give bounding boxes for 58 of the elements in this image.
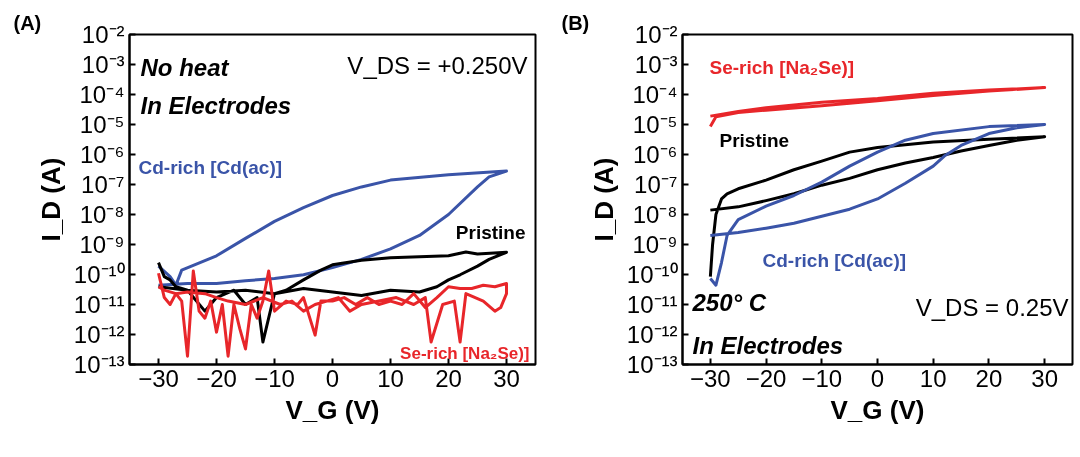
- line-series: [157, 250, 508, 344]
- y-tick-label: 10⁻⁷: [81, 171, 125, 198]
- annotation: In Electrodes: [692, 332, 844, 359]
- y-tick-label: 10⁻⁶: [632, 141, 678, 168]
- x-tick-label: 20: [975, 364, 1003, 392]
- y-tick-label: 10⁻¹¹: [73, 291, 125, 318]
- series-label: Se-rich [Na₂Se)]: [709, 57, 855, 78]
- y-tick-label: 10⁻⁵: [632, 111, 678, 138]
- x-tick-label: −30: [138, 364, 179, 392]
- y-tick-label: 10⁻⁶: [79, 141, 125, 168]
- y-tick-label: 10⁻¹³: [73, 351, 125, 378]
- x-tick-label: −20: [196, 364, 237, 392]
- y-tick-label: 10⁻³: [81, 51, 125, 78]
- x-tick-label: 10: [919, 364, 947, 392]
- x-axis-title: V_G (V): [285, 394, 380, 425]
- annotation: No heat: [140, 54, 230, 81]
- y-tick-label: 10⁻⁷: [634, 171, 678, 198]
- y-tick-label: 10⁻⁴: [79, 81, 125, 108]
- y-tick-label: 10⁻¹²: [73, 321, 125, 348]
- y-tick-label: 10⁻²: [634, 21, 678, 48]
- series-label: Cd-rich [Cd(ac)]: [138, 157, 283, 178]
- annotation: V_DS = +0.250V: [347, 52, 528, 79]
- annotation: In Electrodes: [140, 92, 292, 119]
- y-tick-label: 10⁻³: [634, 51, 678, 78]
- x-tick-label: 0: [325, 364, 340, 392]
- y-tick-label: 10⁻²: [81, 21, 125, 48]
- series-label: Pristine: [719, 130, 790, 151]
- y-tick-label: 10⁻¹⁰: [73, 261, 125, 288]
- annotation: 250° C: [691, 289, 767, 316]
- series-label: Pristine: [455, 222, 526, 243]
- y-tick-label: 10⁻⁸: [79, 201, 125, 228]
- text: (B): [561, 11, 590, 34]
- y-tick-label: 10⁻¹⁰: [626, 261, 678, 288]
- y-tick-label: 10⁻⁴: [632, 81, 678, 108]
- x-tick-label: 0: [870, 364, 885, 392]
- x-axis-title: V_G (V): [830, 394, 925, 425]
- y-tick-label: 10⁻⁹: [632, 231, 678, 258]
- x-tick-label: 10: [377, 364, 404, 392]
- y-axis-title: I_D (A): [35, 157, 66, 242]
- x-tick-label: −10: [801, 364, 843, 392]
- x-tick-label: 30: [493, 364, 520, 392]
- text: (A): [13, 11, 42, 34]
- series-label: Cd-rich [Cd(ac)]: [762, 250, 907, 271]
- x-tick-label: −10: [254, 364, 295, 392]
- y-axis-title: I_D (A): [588, 157, 619, 242]
- y-tick-label: 10⁻¹³: [626, 351, 678, 378]
- x-tick-label: 20: [435, 364, 462, 392]
- series-label: Se-rich [Na₂Se)]: [400, 344, 530, 363]
- line-series: [708, 86, 1047, 129]
- x-tick-label: −30: [690, 364, 731, 392]
- x-tick-label: −20: [745, 364, 787, 392]
- y-tick-label: 10⁻¹²: [626, 321, 678, 348]
- y-tick-label: 10⁻¹¹: [626, 291, 678, 318]
- y-tick-label: 10⁻⁹: [79, 231, 125, 258]
- y-tick-label: 10⁻⁵: [79, 111, 125, 138]
- x-tick-label: 30: [1031, 364, 1058, 392]
- annotation: V_DS = 0.25V: [915, 294, 1069, 321]
- y-tick-label: 10⁻⁸: [632, 201, 678, 228]
